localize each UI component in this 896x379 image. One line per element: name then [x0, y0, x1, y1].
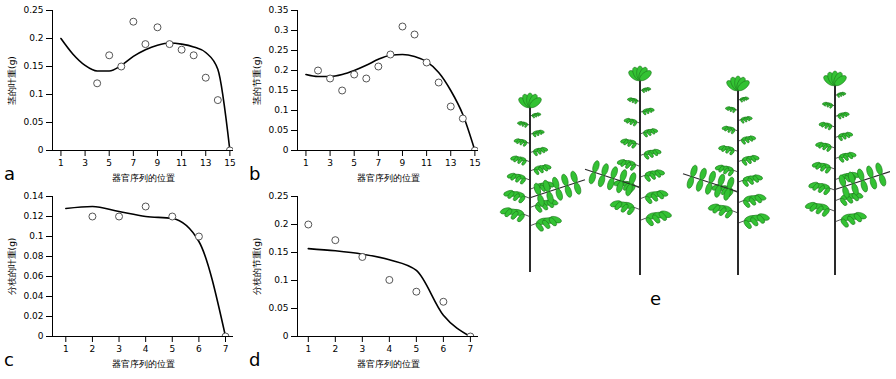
html-text:c: c [4, 349, 14, 370]
svg-text:9: 9 [155, 158, 161, 168]
svg-text:3: 3 [327, 158, 333, 168]
html-text:a: a [4, 163, 15, 184]
svg-text:0.06: 0.06 [23, 271, 43, 281]
svg-text:1: 1 [303, 158, 309, 168]
svg-text:5: 5 [413, 344, 419, 354]
svg-text:0.2: 0.2 [274, 65, 288, 75]
svg-text:15: 15 [469, 158, 480, 168]
svg-text:11: 11 [421, 158, 432, 168]
svg-text:0.04: 0.04 [23, 291, 43, 301]
html-text:e: e [650, 288, 662, 309]
svg-text:分枝的节重(g): 分枝的节重(g) [252, 238, 262, 296]
svg-text:1: 1 [58, 158, 64, 168]
svg-text:3: 3 [82, 158, 88, 168]
svg-text:0.05: 0.05 [23, 117, 43, 127]
svg-text:0.15: 0.15 [268, 247, 288, 257]
svg-text:0.05: 0.05 [268, 303, 288, 313]
svg-text:3: 3 [116, 344, 122, 354]
svg-text:0.14: 0.14 [23, 191, 43, 201]
svg-text:9: 9 [400, 158, 406, 168]
svg-text:3: 3 [359, 344, 365, 354]
svg-text:0: 0 [38, 145, 44, 155]
svg-text:器官序列的位置: 器官序列的位置 [112, 359, 175, 369]
svg-text:0.35: 0.35 [268, 5, 288, 15]
svg-text:0.3: 0.3 [274, 25, 288, 35]
svg-text:7: 7 [130, 158, 136, 168]
svg-text:0.25: 0.25 [23, 5, 43, 15]
svg-text:7: 7 [223, 344, 229, 354]
svg-text:7: 7 [468, 344, 474, 354]
svg-text:0.1: 0.1 [29, 231, 43, 241]
svg-text:0.12: 0.12 [23, 211, 43, 221]
svg-text:4: 4 [386, 344, 392, 354]
svg-text:0.1: 0.1 [274, 105, 288, 115]
svg-text:15: 15 [224, 158, 235, 168]
svg-text:0: 0 [283, 145, 289, 155]
svg-text:2: 2 [90, 344, 96, 354]
svg-text:2: 2 [332, 344, 338, 354]
svg-text:1: 1 [63, 344, 69, 354]
svg-text:13: 13 [200, 158, 211, 168]
svg-text:7: 7 [375, 158, 381, 168]
svg-text:0.1: 0.1 [29, 89, 43, 99]
svg-text:5: 5 [351, 158, 357, 168]
svg-text:5: 5 [169, 344, 175, 354]
svg-text:0.25: 0.25 [268, 191, 288, 201]
svg-text:0.08: 0.08 [23, 251, 43, 261]
html-text:d: d [249, 349, 261, 370]
svg-text:5: 5 [106, 158, 112, 168]
html-text:b: b [249, 163, 261, 184]
svg-text:0.15: 0.15 [23, 61, 43, 71]
svg-text:6: 6 [196, 344, 202, 354]
svg-text:0.25: 0.25 [268, 45, 288, 55]
svg-text:0: 0 [38, 331, 44, 341]
svg-text:0.2: 0.2 [274, 219, 288, 229]
svg-text:茎的节重(g): 茎的节重(g) [252, 56, 262, 105]
svg-text:器官序列的位置: 器官序列的位置 [357, 173, 420, 183]
svg-text:6: 6 [441, 344, 447, 354]
svg-text:0.05: 0.05 [268, 125, 288, 135]
svg-text:0.02: 0.02 [23, 311, 43, 321]
svg-text:器官序列的位置: 器官序列的位置 [112, 173, 175, 183]
svg-text:茎的叶重(g): 茎的叶重(g) [7, 56, 17, 105]
svg-text:器官序列的位置: 器官序列的位置 [357, 359, 420, 369]
svg-text:13: 13 [445, 158, 456, 168]
svg-text:0: 0 [283, 331, 289, 341]
svg-text:0.15: 0.15 [268, 85, 288, 95]
svg-text:0.2: 0.2 [29, 33, 43, 43]
svg-text:分枝的叶重(g): 分枝的叶重(g) [7, 238, 17, 296]
svg-text:0.1: 0.1 [274, 275, 288, 285]
svg-text:1: 1 [305, 344, 311, 354]
svg-text:11: 11 [176, 158, 187, 168]
svg-text:4: 4 [143, 344, 149, 354]
